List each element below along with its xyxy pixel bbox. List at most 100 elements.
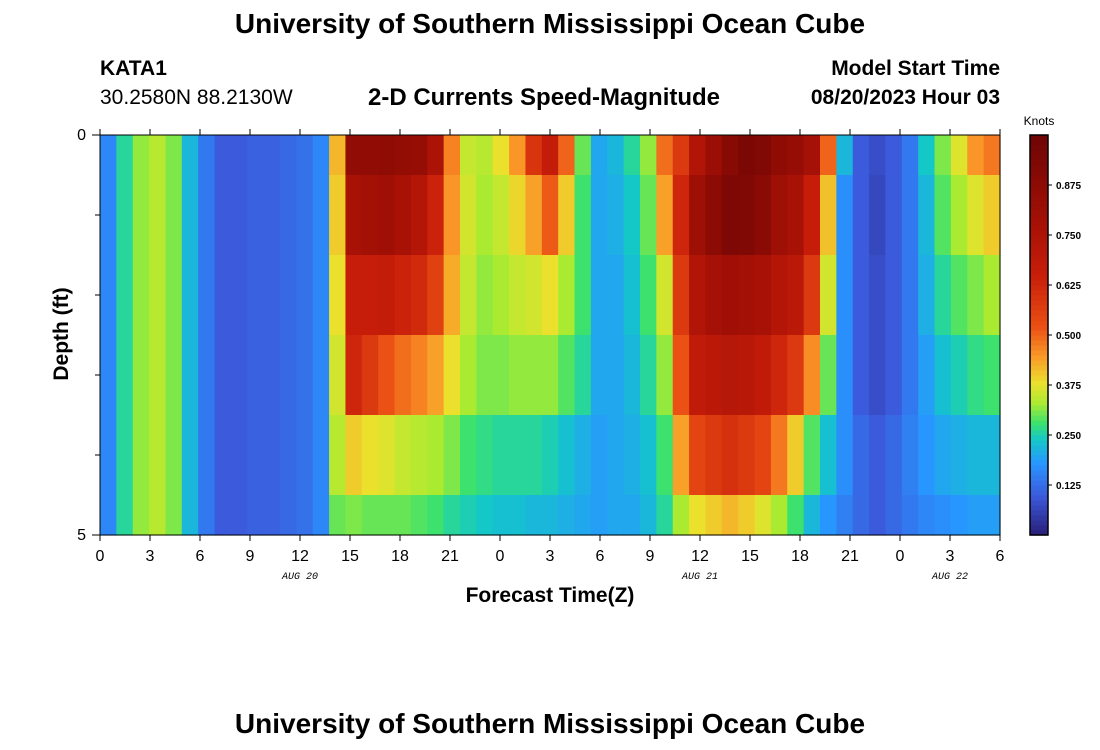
- colorbar-segment: [1030, 430, 1048, 436]
- heatmap-cell: [607, 495, 625, 536]
- heatmap-cell: [934, 135, 952, 176]
- heatmap-cell: [623, 255, 641, 336]
- heatmap-cell: [100, 255, 117, 336]
- colorbar-segment: [1030, 235, 1048, 241]
- heatmap-cell: [296, 135, 314, 176]
- heatmap-cell: [934, 415, 952, 496]
- colorbar-segment: [1030, 415, 1048, 421]
- heatmap-cell: [754, 415, 772, 496]
- x-tick-label: 6: [196, 548, 205, 565]
- heatmap-cell: [754, 135, 772, 176]
- heatmap-cell: [836, 415, 854, 496]
- colorbar-segment: [1030, 320, 1048, 326]
- colorbar-segment: [1030, 335, 1048, 341]
- colorbar-tick-label: 0.125: [1056, 481, 1081, 492]
- heatmap-cell: [770, 335, 788, 416]
- x-tick-label: 9: [646, 548, 655, 565]
- heatmap-cell: [558, 175, 576, 256]
- heatmap-cell: [967, 255, 985, 336]
- heatmap-cell: [345, 175, 363, 256]
- heatmap-cell: [672, 335, 690, 416]
- x-tick-label: 0: [896, 548, 905, 565]
- heatmap-cell: [721, 415, 739, 496]
- colorbar-label: Knots: [1024, 114, 1055, 128]
- heatmap-cell: [312, 495, 330, 536]
- heatmap-cell: [820, 415, 837, 496]
- colorbar-segment: [1030, 495, 1048, 501]
- heatmap-cell: [165, 255, 183, 336]
- heatmap-cell: [803, 335, 821, 416]
- colorbar-segment: [1030, 285, 1048, 291]
- heatmap-cell: [378, 335, 396, 416]
- heatmap-cell: [329, 495, 347, 536]
- heatmap-cell: [689, 175, 707, 256]
- colorbar-segment: [1030, 385, 1048, 391]
- heatmap-cell: [754, 495, 772, 536]
- heatmap-cell: [574, 255, 592, 336]
- heatmap-cell: [492, 175, 510, 256]
- heatmap-cell: [361, 135, 379, 176]
- heatmap-cell: [443, 175, 461, 256]
- heatmap-cell: [378, 415, 396, 496]
- colorbar-segment: [1030, 505, 1048, 511]
- heatmap-cell: [607, 415, 625, 496]
- heatmap-cell: [116, 135, 134, 176]
- heatmap-cell: [149, 175, 167, 256]
- heatmap-cell: [476, 495, 494, 536]
- heatmap-cell: [934, 335, 952, 416]
- colorbar-segment: [1030, 340, 1048, 346]
- heatmap-cell: [672, 255, 690, 336]
- heatmap-cell: [410, 255, 428, 336]
- colorbar-segment: [1030, 275, 1048, 281]
- colorbar-segment: [1030, 280, 1048, 286]
- heatmap-cell: [312, 415, 330, 496]
- colorbar-segment: [1030, 240, 1048, 246]
- colorbar-segment: [1030, 440, 1048, 446]
- heatmap-cell: [656, 335, 674, 416]
- heatmap-cell: [852, 335, 870, 416]
- heatmap-cell: [934, 495, 952, 536]
- heatmap-cell: [280, 255, 297, 336]
- colorbar-segment: [1030, 295, 1048, 301]
- heatmap-cell: [820, 175, 837, 256]
- x-tick-label: 15: [341, 548, 359, 565]
- heatmap-cell: [656, 135, 674, 176]
- colorbar-segment: [1030, 210, 1048, 216]
- colorbar-tick-label: 0.875: [1056, 181, 1081, 192]
- colorbar-segment: [1030, 165, 1048, 171]
- heatmap-cell: [132, 415, 150, 496]
- heatmap-cell: [803, 415, 821, 496]
- heatmap-cell: [787, 415, 805, 496]
- heatmap-cell: [721, 135, 739, 176]
- heatmap-cell: [230, 175, 248, 256]
- heatmap-cell: [950, 135, 968, 176]
- colorbar-segment: [1030, 225, 1048, 231]
- heatmap-cell: [574, 135, 592, 176]
- heatmap-cell: [836, 495, 854, 536]
- heatmap-cell: [296, 255, 314, 336]
- heatmap-cell: [345, 415, 363, 496]
- colorbar-segment: [1030, 140, 1048, 146]
- heatmap-cell: [803, 175, 821, 256]
- heatmap-cell: [607, 255, 625, 336]
- heatmap-cell: [623, 415, 641, 496]
- heatmap-cell: [950, 255, 968, 336]
- heatmap-cell: [640, 415, 657, 496]
- heatmap-cell: [869, 415, 887, 496]
- heatmap-cell: [967, 335, 985, 416]
- heatmap-cell: [869, 135, 887, 176]
- colorbar-tick-label: 0.625: [1056, 281, 1081, 292]
- heatmap-cell: [656, 255, 674, 336]
- heatmap-cell: [738, 415, 756, 496]
- heatmap-cell: [918, 495, 936, 536]
- heatmap-cell: [918, 415, 936, 496]
- heatmap-cell: [852, 255, 870, 336]
- heatmap-cell: [852, 175, 870, 256]
- station-coordinates: 30.2580N 88.2130W: [100, 86, 293, 109]
- x-tick-label: 0: [496, 548, 505, 565]
- colorbar-segment: [1030, 190, 1048, 196]
- heatmap-cell: [296, 415, 314, 496]
- heatmap-cell: [689, 255, 707, 336]
- heatmap-cell: [394, 255, 412, 336]
- colorbar-segment: [1030, 145, 1048, 151]
